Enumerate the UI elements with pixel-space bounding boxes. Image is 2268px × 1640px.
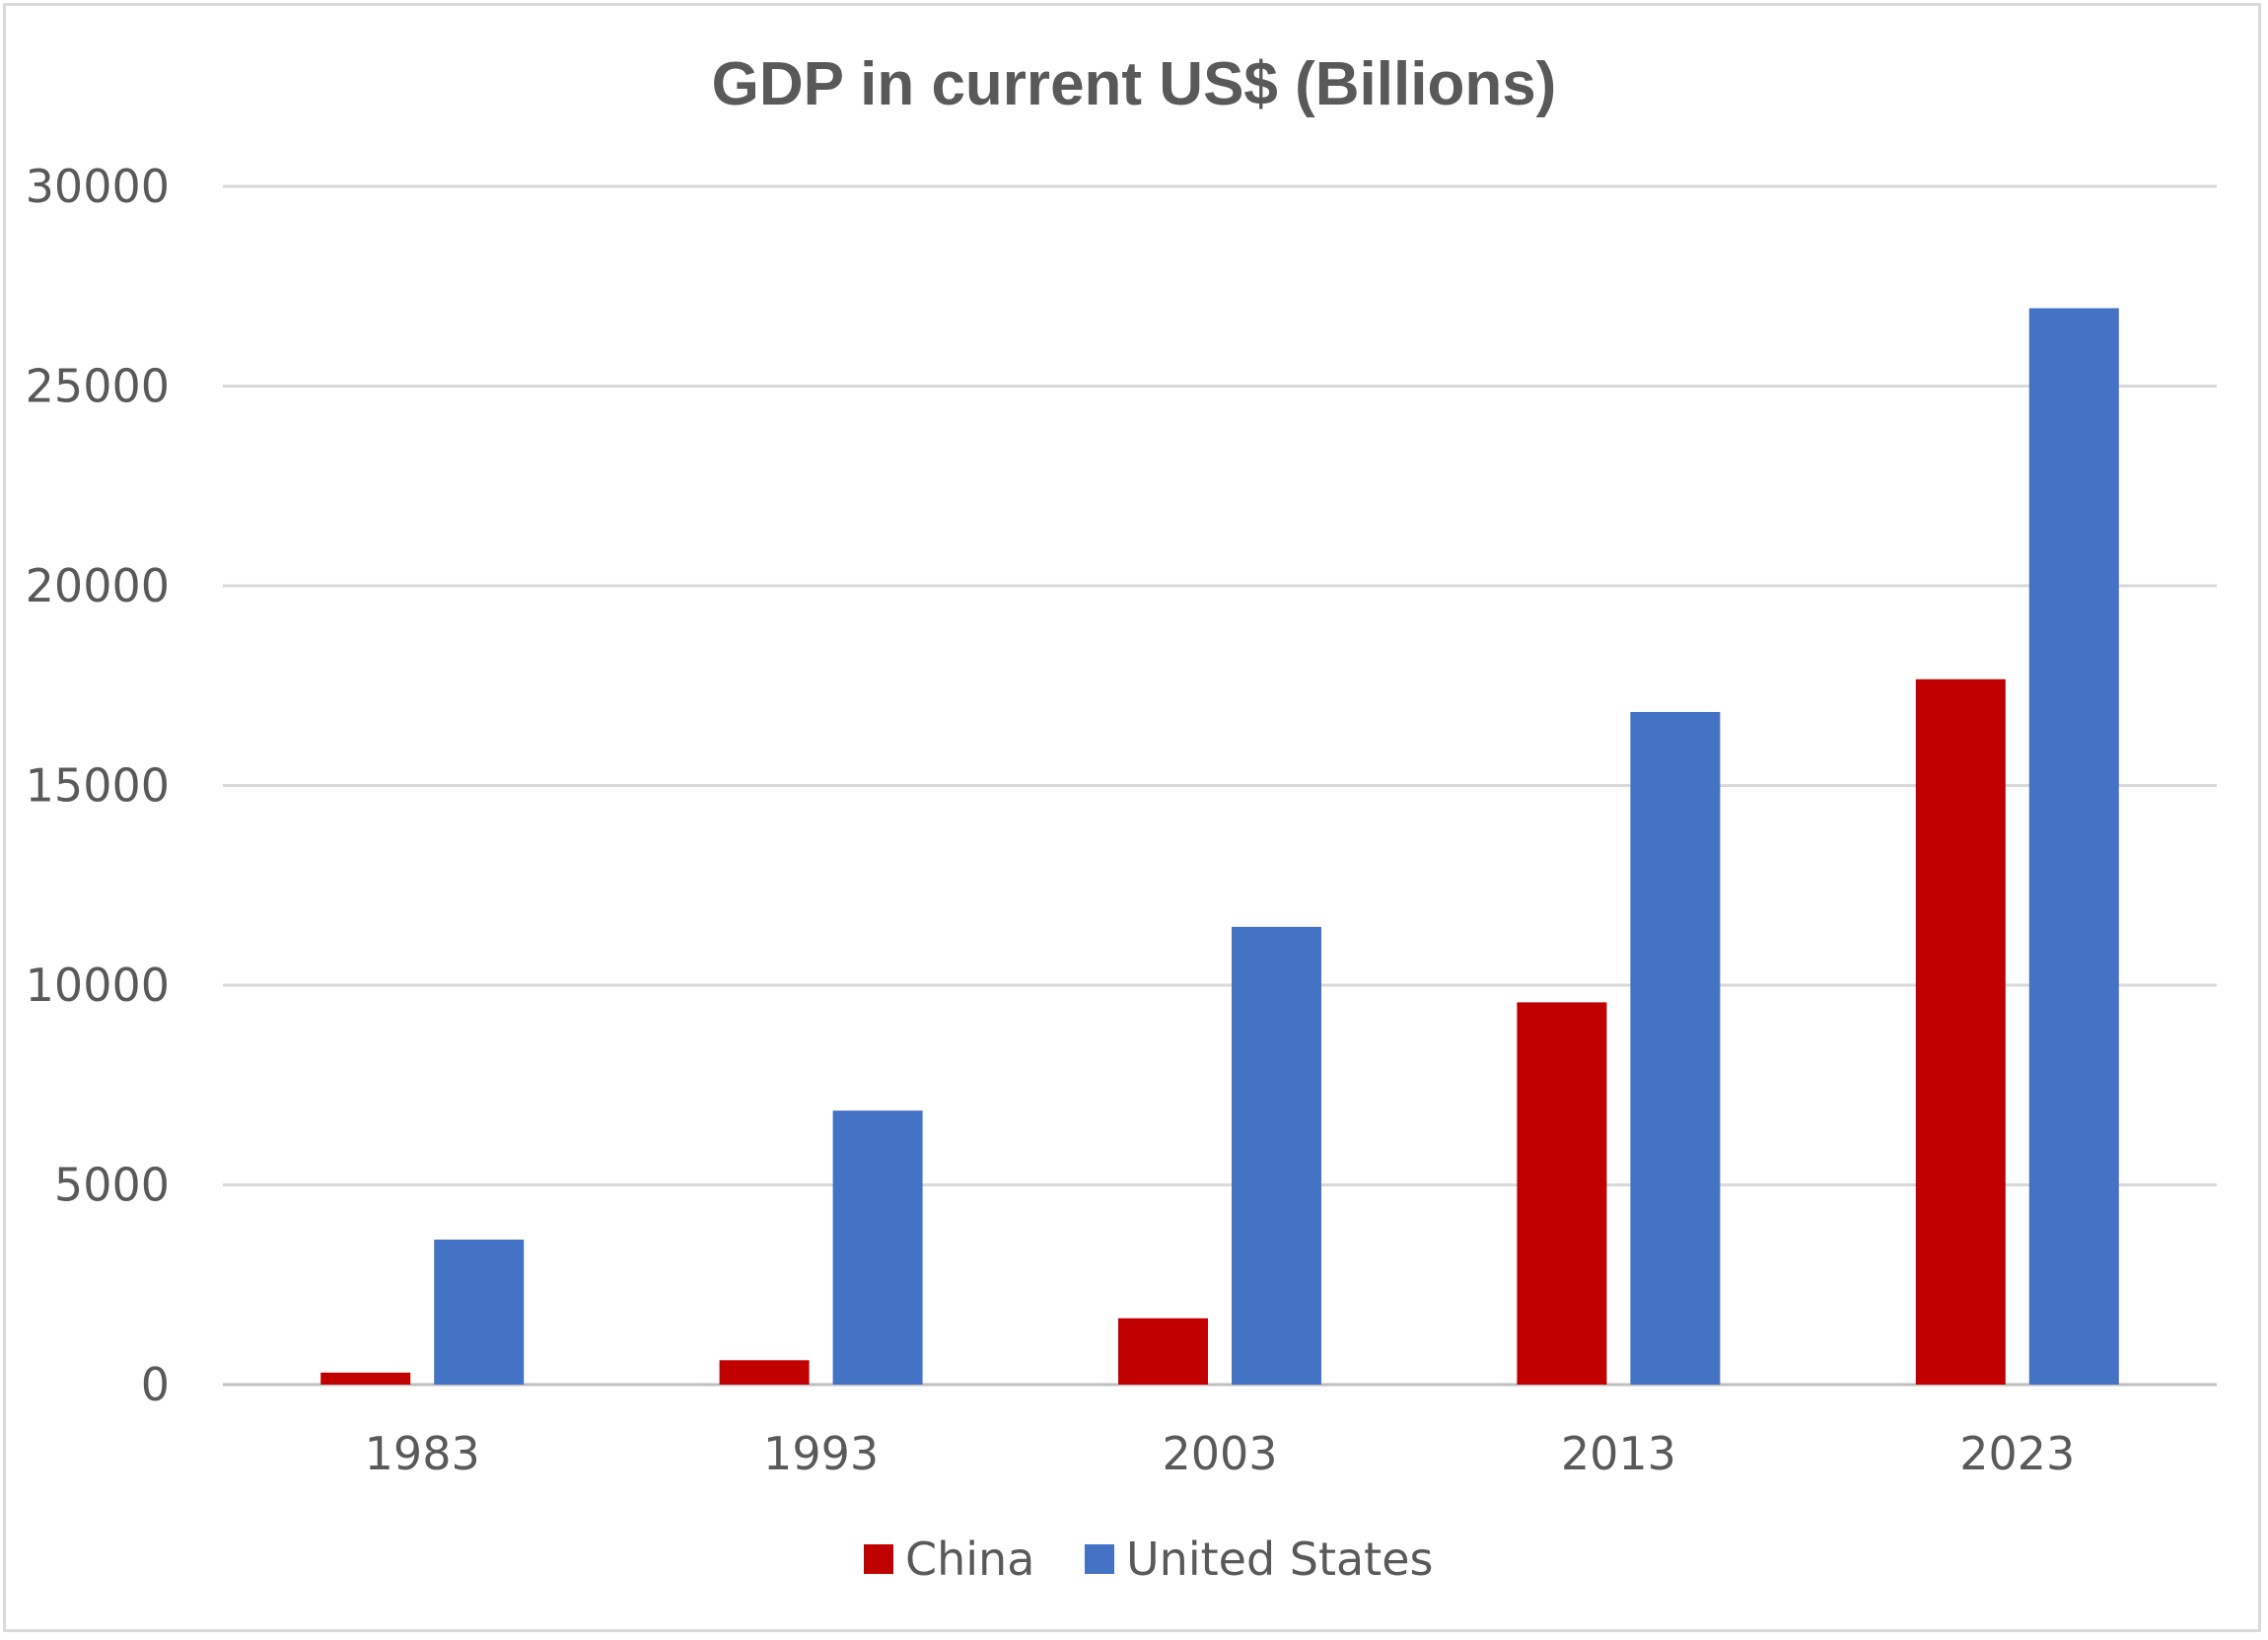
y-tick-label: 25000	[26, 360, 170, 413]
bar-china-1983	[320, 1372, 411, 1385]
y-tick-label: 5000	[54, 1159, 170, 1212]
y-tick-label: 20000	[26, 559, 170, 612]
bars	[320, 308, 2119, 1385]
legend-label: China	[905, 1533, 1034, 1586]
x-tick-label: 1993	[763, 1427, 879, 1480]
legend-label: United States	[1126, 1533, 1434, 1586]
bar-china-2003	[1118, 1318, 1208, 1385]
gridlines	[223, 184, 2217, 1387]
y-tick-label: 0	[141, 1358, 170, 1411]
x-tick-label: 2003	[1162, 1427, 1277, 1480]
x-tick-label: 1983	[365, 1427, 480, 1480]
bar-united-states-1983	[434, 1239, 525, 1385]
bar-united-states-1993	[832, 1110, 923, 1385]
bar-china-2013	[1517, 1002, 1607, 1385]
y-tick-label: 15000	[26, 759, 170, 813]
bar-united-states-2013	[1630, 711, 1721, 1385]
legend-swatch-china	[864, 1544, 893, 1574]
chart-title: GDP in current US$ (Billions)	[712, 50, 1557, 118]
y-tick-label: 30000	[26, 160, 170, 213]
y-tick-label: 10000	[26, 959, 170, 1012]
bar-china-2023	[1915, 678, 2006, 1385]
y-axis-ticks: 0 5000 10000 15000 20000 25000 30000	[26, 160, 170, 1411]
x-tick-label: 2023	[1959, 1427, 2075, 1480]
x-axis-ticks: 1983 1993 2003 2013 2023	[365, 1427, 2076, 1480]
bar-united-states-2023	[2028, 308, 2119, 1385]
x-tick-label: 2013	[1561, 1427, 1676, 1480]
bar-china-1993	[719, 1360, 810, 1385]
legend: China United States	[864, 1533, 1434, 1586]
bar-united-states-2003	[1232, 926, 1321, 1385]
legend-swatch-united-states	[1085, 1544, 1114, 1574]
